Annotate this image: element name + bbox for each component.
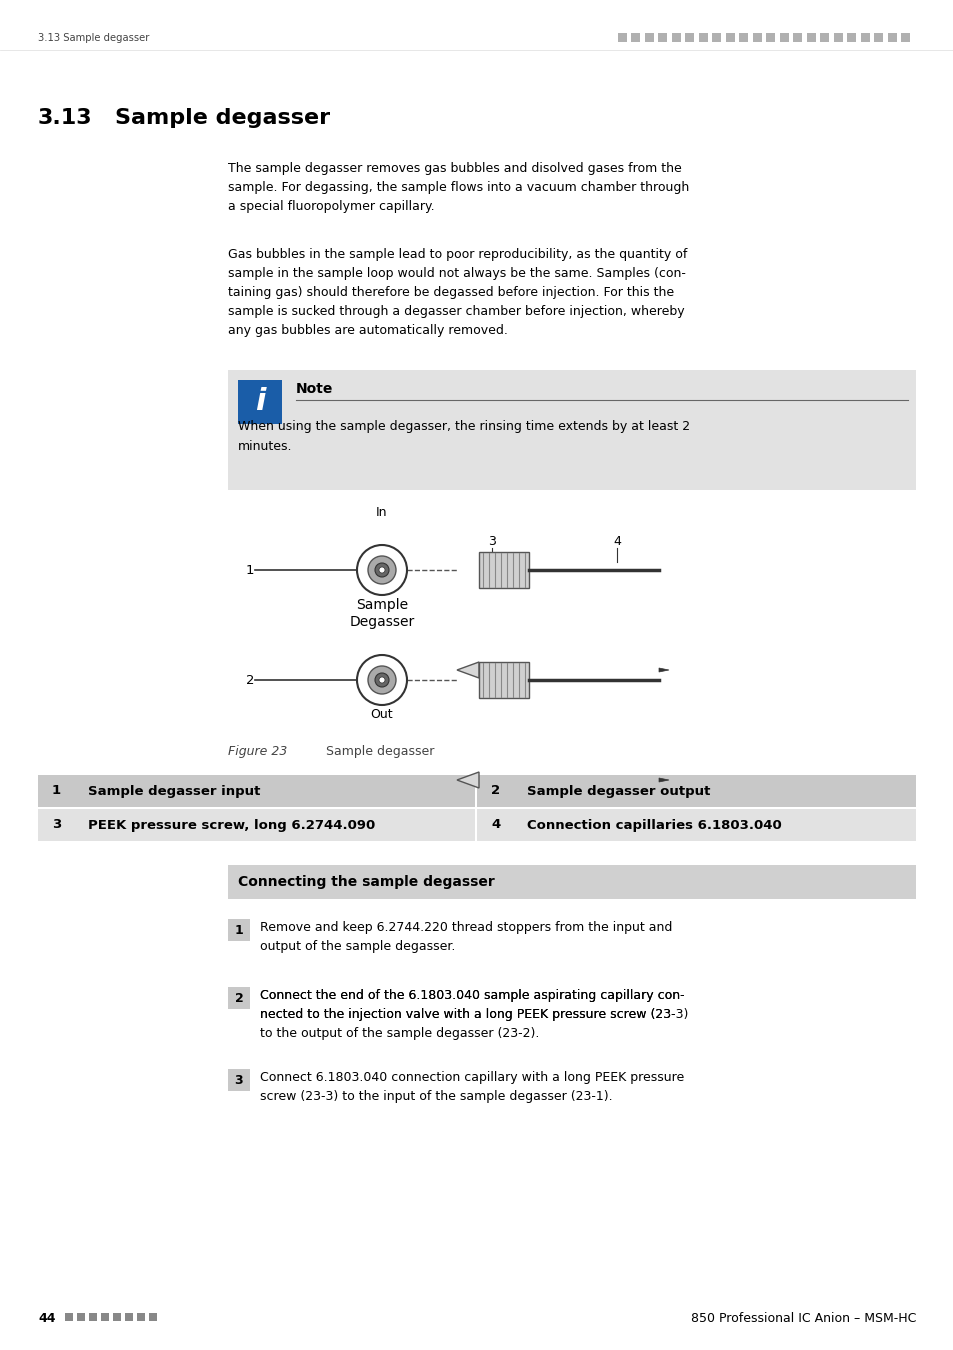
Bar [478, 662, 529, 698]
Bar [765, 32, 775, 42]
Text: 44: 44 [38, 1311, 55, 1324]
Text: Sample degasser input: Sample degasser input [88, 784, 260, 798]
Bar [725, 32, 734, 42]
Text: 1: 1 [234, 923, 243, 937]
Circle shape [356, 545, 407, 595]
Text: 4: 4 [491, 818, 499, 832]
Bar [112, 1314, 121, 1322]
Text: 2: 2 [491, 784, 499, 798]
Polygon shape [456, 772, 478, 788]
Bar [861, 32, 869, 42]
Text: Remove and keep 6.2744.220 thread stoppers from the input and
output of the samp: Remove and keep 6.2744.220 thread stoppe… [260, 921, 672, 953]
Text: Note: Note [295, 382, 333, 396]
Bar [228, 1069, 250, 1091]
Bar [793, 32, 801, 42]
Bar [125, 1314, 132, 1322]
Bar [89, 1314, 97, 1322]
Bar [65, 1314, 73, 1322]
Bar [874, 32, 882, 42]
Polygon shape [659, 778, 668, 782]
Bar [699, 32, 707, 42]
Bar [806, 32, 815, 42]
Bar [712, 32, 720, 42]
Text: 3: 3 [488, 535, 496, 548]
Circle shape [368, 666, 395, 694]
Text: 3.13: 3.13 [38, 108, 92, 128]
Bar [631, 32, 639, 42]
Bar [685, 32, 694, 42]
Text: 4: 4 [613, 535, 620, 548]
Text: Connect the end of the 6.1803.040 sample aspirating capillary con-
nected to the: Connect the end of the 6.1803.040 sample… [260, 990, 688, 1040]
Circle shape [375, 563, 389, 576]
Text: Connection capillaries 6.1803.040: Connection capillaries 6.1803.040 [526, 818, 781, 832]
Text: Connect the end of the 6.1803.040 sample aspirating capillary con-
nected to the: Connect the end of the 6.1803.040 sample… [260, 990, 684, 1021]
Bar [476, 809, 915, 841]
Text: In: In [375, 506, 387, 518]
Bar [901, 32, 909, 42]
Polygon shape [456, 662, 478, 678]
Text: 1: 1 [246, 563, 254, 576]
Bar [149, 1314, 157, 1322]
Text: Out: Out [371, 707, 393, 721]
Text: Sample degasser: Sample degasser [115, 108, 330, 128]
Polygon shape [659, 668, 668, 672]
Circle shape [378, 676, 385, 683]
Text: 1: 1 [52, 784, 61, 798]
Text: 2: 2 [234, 991, 243, 1004]
Text: 2: 2 [246, 674, 254, 687]
Text: 3.13 Sample degasser: 3.13 Sample degasser [38, 32, 150, 43]
Text: Connecting the sample degasser: Connecting the sample degasser [237, 875, 495, 890]
Text: Sample
Degasser: Sample Degasser [349, 598, 415, 629]
Circle shape [375, 674, 389, 687]
Bar [887, 32, 896, 42]
Text: 3: 3 [234, 1073, 243, 1087]
Text: Gas bubbles in the sample lead to poor reproducibility, as the quantity of
sampl: Gas bubbles in the sample lead to poor r… [228, 248, 687, 338]
Bar [671, 32, 680, 42]
Text: PEEK pressure screw, long 6.2744.090: PEEK pressure screw, long 6.2744.090 [88, 818, 375, 832]
Bar [38, 775, 475, 807]
Bar [228, 919, 250, 941]
Text: The sample degasser removes gas bubbles and disolved gases from the
sample. For : The sample degasser removes gas bubbles … [228, 162, 688, 213]
Bar [644, 32, 654, 42]
Bar [846, 32, 856, 42]
Bar [820, 32, 828, 42]
Bar [478, 552, 529, 589]
Text: Sample degasser output: Sample degasser output [526, 784, 710, 798]
Text: Connect 6.1803.040 connection capillary with a long PEEK pressure
screw (23-3) t: Connect 6.1803.040 connection capillary … [260, 1071, 683, 1103]
Bar [833, 32, 842, 42]
Text: 850 Professional IC Anion – MSM-HC: 850 Professional IC Anion – MSM-HC [690, 1311, 915, 1324]
Circle shape [356, 655, 407, 705]
Bar [237, 379, 282, 424]
Bar [228, 987, 250, 1008]
Bar [77, 1314, 85, 1322]
Text: Sample degasser: Sample degasser [310, 745, 434, 757]
Bar [780, 32, 788, 42]
Bar [739, 32, 748, 42]
Bar [228, 865, 915, 899]
Bar [752, 32, 761, 42]
Bar [228, 370, 915, 490]
Circle shape [368, 556, 395, 585]
Bar [137, 1314, 145, 1322]
Text: 3: 3 [52, 818, 61, 832]
Bar [618, 32, 626, 42]
Bar [38, 809, 475, 841]
Bar [476, 775, 915, 807]
Text: When using the sample degasser, the rinsing time extends by at least 2
minutes.: When using the sample degasser, the rins… [237, 420, 689, 454]
Bar [101, 1314, 109, 1322]
Bar [658, 32, 667, 42]
Text: i: i [254, 387, 265, 417]
Circle shape [378, 567, 385, 572]
Text: Figure 23: Figure 23 [228, 745, 287, 757]
